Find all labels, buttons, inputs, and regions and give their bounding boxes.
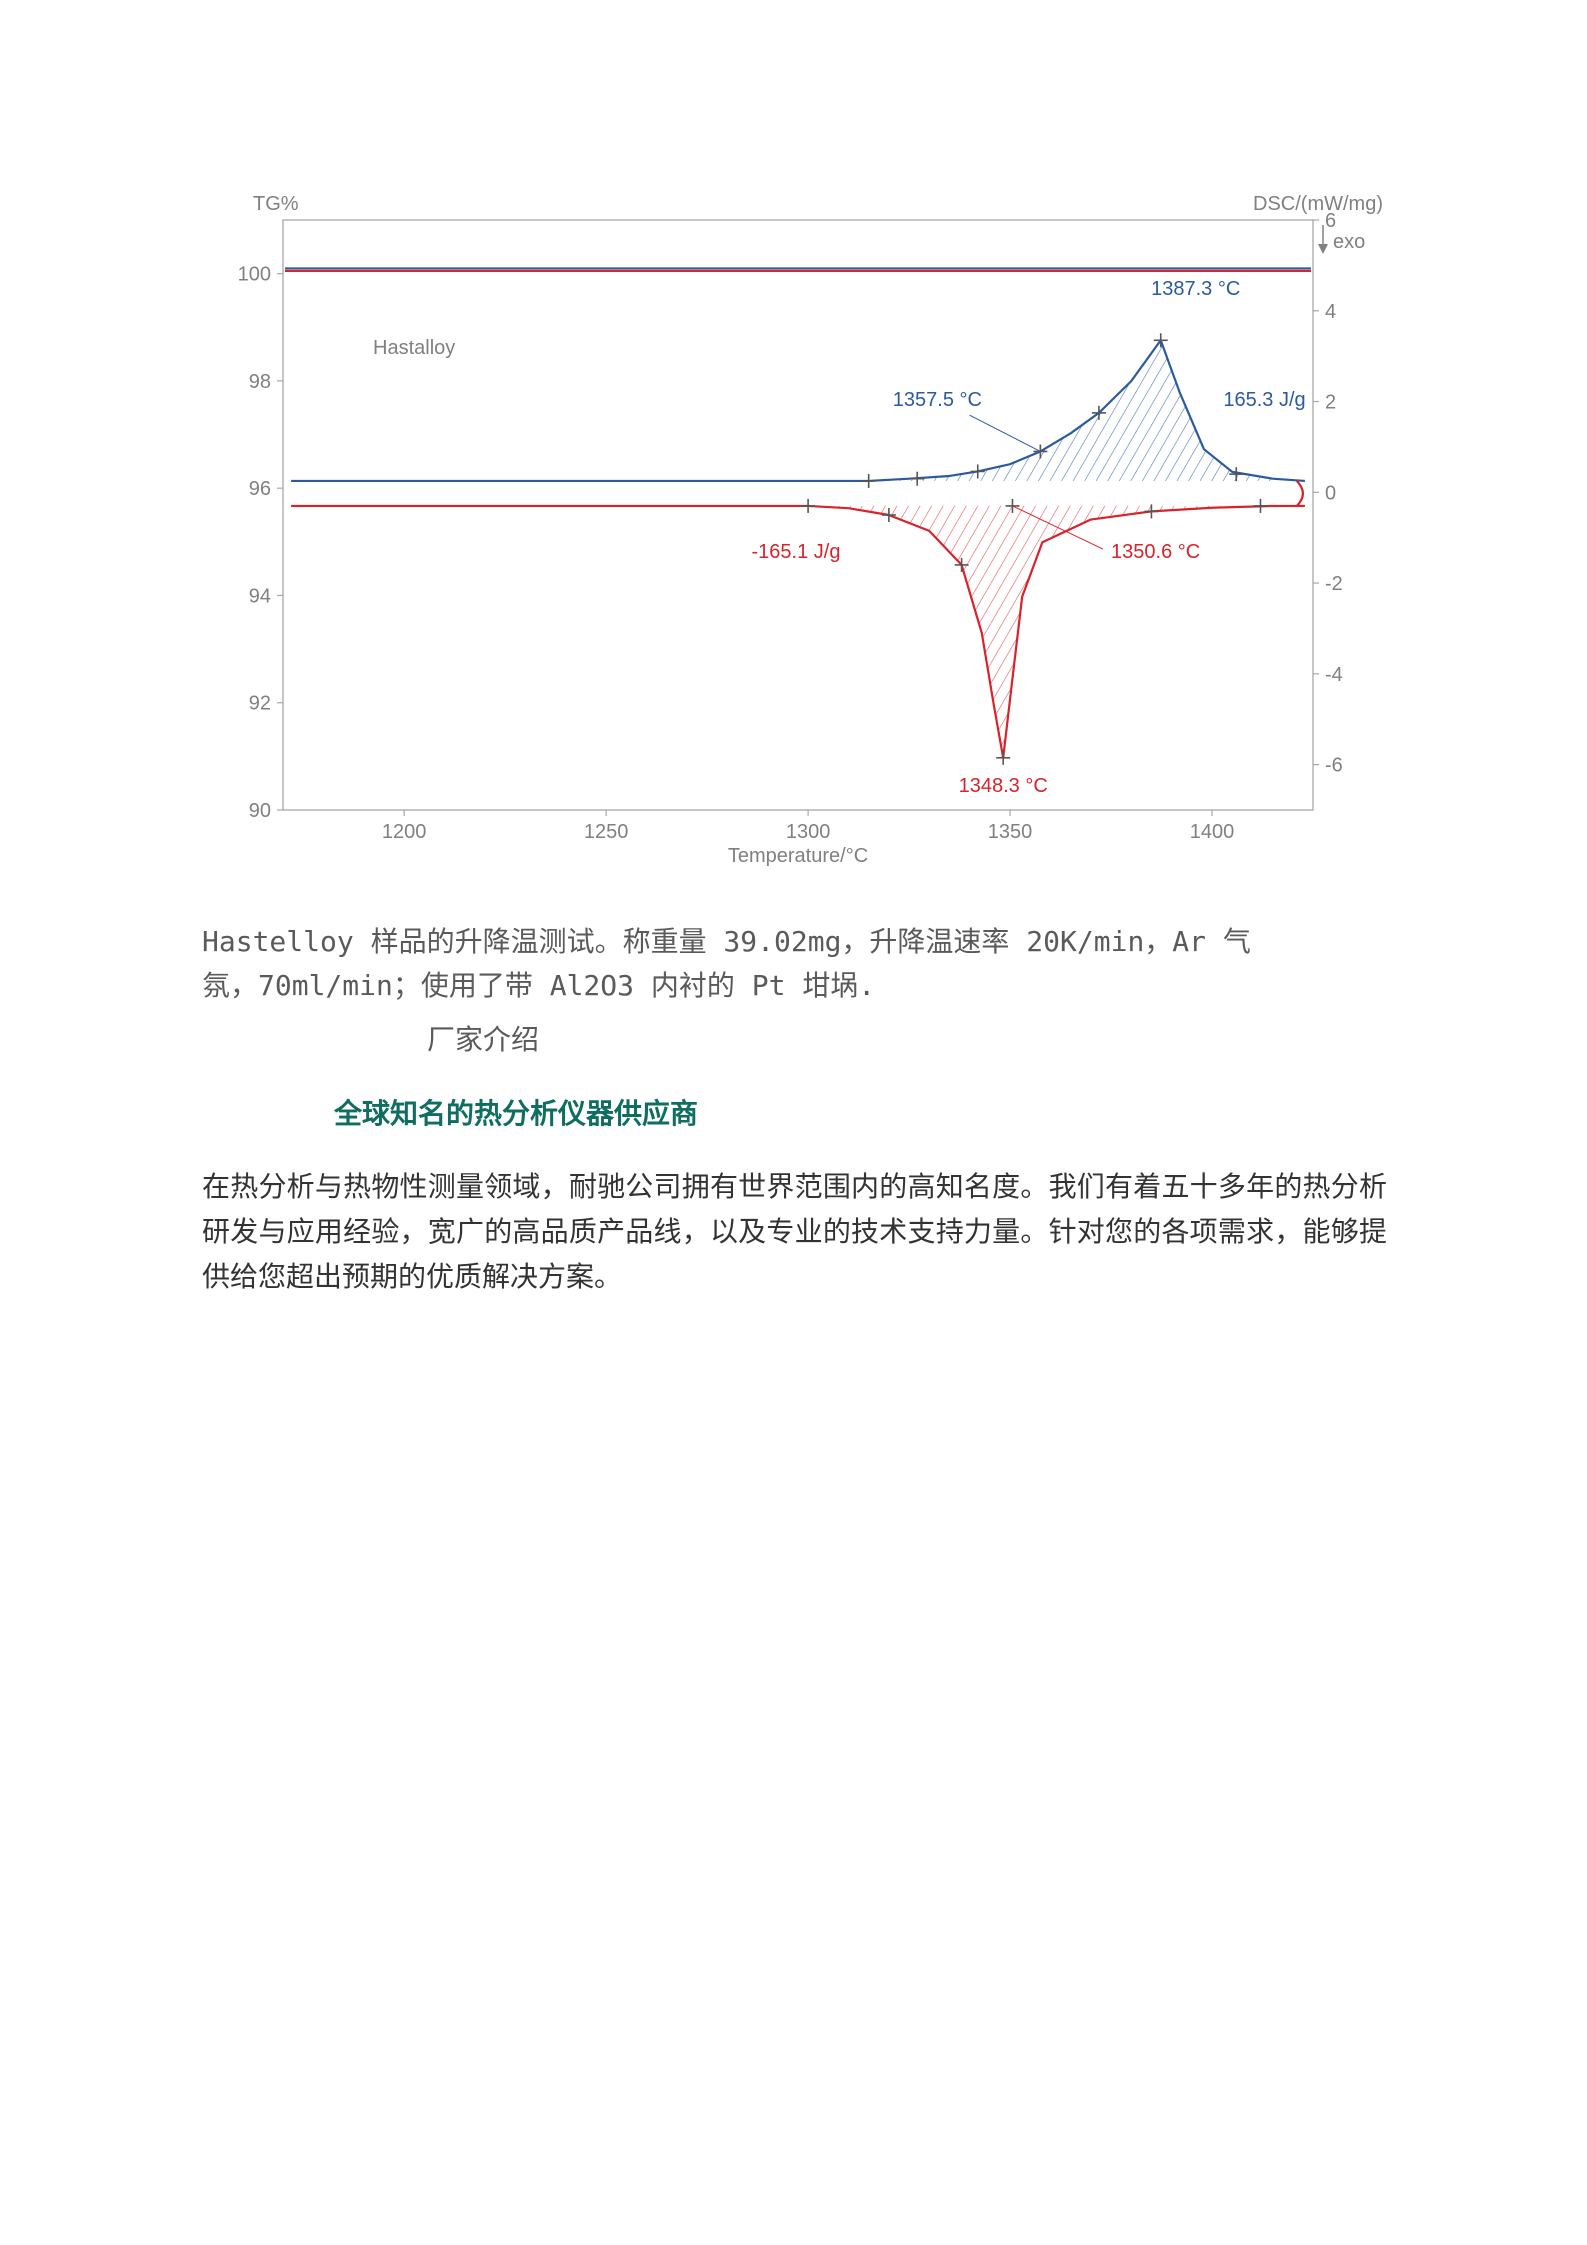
svg-text:1300: 1300 xyxy=(786,821,831,843)
svg-text:100: 100 xyxy=(238,264,271,286)
svg-text:94: 94 xyxy=(249,585,271,607)
document-page: 9092949698100TG%-6-4-20246DSC/(mW/mg)exo… xyxy=(0,0,1587,2245)
caption-line-1: Hastelloy 样品的升降温测试。称重量 39.02mg，升降温速率 20K… xyxy=(202,925,1251,958)
svg-text:2: 2 xyxy=(1325,392,1336,414)
svg-text:-6: -6 xyxy=(1325,755,1343,777)
svg-text:TG%: TG% xyxy=(253,193,299,215)
svg-text:DSC/(mW/mg): DSC/(mW/mg) xyxy=(1253,193,1383,215)
svg-text:1350.6 °C: 1350.6 °C xyxy=(1111,541,1200,563)
svg-text:98: 98 xyxy=(249,371,271,393)
tg-dsc-chart: 9092949698100TG%-6-4-20246DSC/(mW/mg)exo… xyxy=(213,190,1393,880)
svg-text:165.3 J/g: 165.3 J/g xyxy=(1223,389,1305,411)
caption-line-2: 氛，70ml/min；使用了带 Al2O3 内衬的 Pt 坩埚. xyxy=(202,969,875,1002)
svg-text:4: 4 xyxy=(1325,301,1336,323)
svg-text:1250: 1250 xyxy=(584,821,629,843)
svg-text:-2: -2 xyxy=(1325,573,1343,595)
svg-text:1200: 1200 xyxy=(382,821,427,843)
svg-text:Hastalloy: Hastalloy xyxy=(373,337,455,359)
svg-text:96: 96 xyxy=(249,478,271,500)
svg-text:exo: exo xyxy=(1333,231,1365,253)
svg-text:1350: 1350 xyxy=(988,821,1033,843)
svg-text:92: 92 xyxy=(249,693,271,715)
section-heading: 厂家介绍 xyxy=(202,1018,1382,1058)
svg-text:-4: -4 xyxy=(1325,664,1343,686)
svg-text:1357.5 °C: 1357.5 °C xyxy=(893,389,982,411)
chart-svg: 9092949698100TG%-6-4-20246DSC/(mW/mg)exo… xyxy=(213,190,1393,880)
body-paragraph: 在热分析与热物性测量领域，耐驰公司拥有世界范围内的高知名度。我们有着五十多年的热… xyxy=(202,1165,1387,1299)
svg-text:0: 0 xyxy=(1325,482,1336,504)
sub-heading: 全球知名的热分析仪器供应商 xyxy=(202,1092,1382,1132)
figure-caption: Hastelloy 样品的升降温测试。称重量 39.02mg，升降温速率 20K… xyxy=(202,920,1382,1009)
svg-text:Temperature/°C: Temperature/°C xyxy=(728,845,868,867)
svg-text:1348.3 °C: 1348.3 °C xyxy=(959,775,1048,797)
svg-text:1387.3 °C: 1387.3 °C xyxy=(1151,278,1240,300)
svg-text:90: 90 xyxy=(249,800,271,822)
svg-text:-165.1 J/g: -165.1 J/g xyxy=(752,541,841,563)
svg-text:1400: 1400 xyxy=(1190,821,1235,843)
